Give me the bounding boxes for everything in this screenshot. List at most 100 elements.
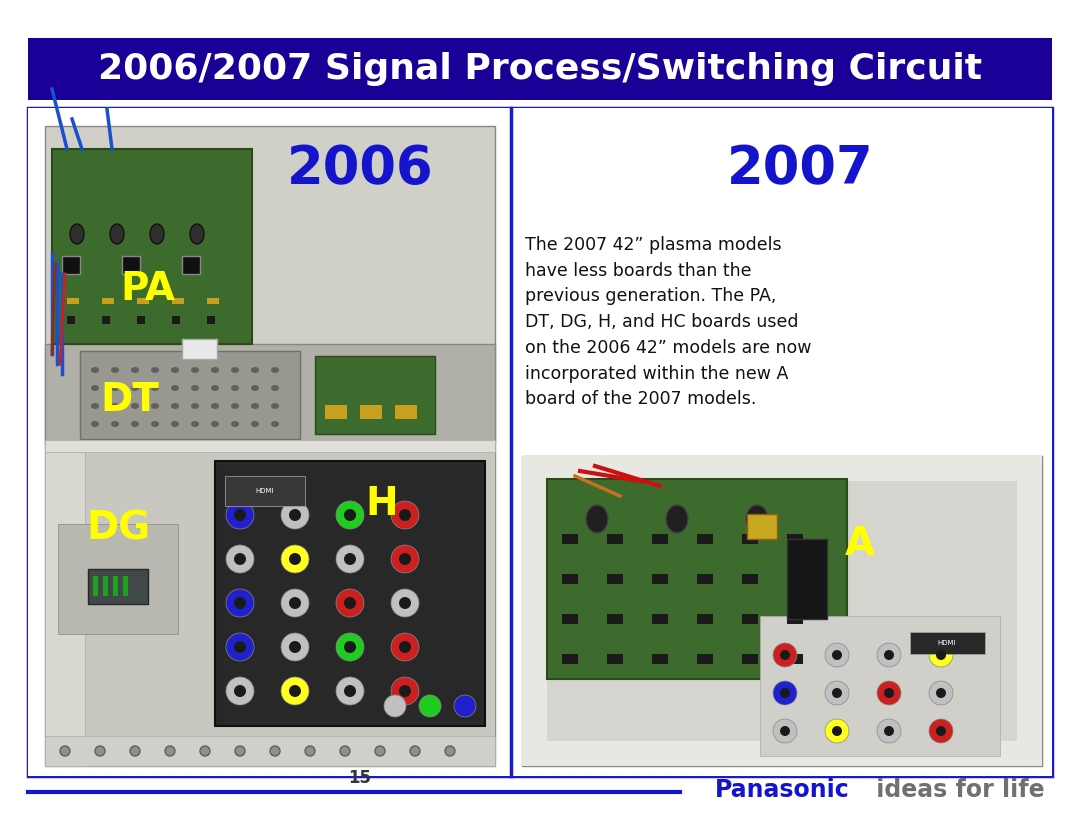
Bar — [45, 344, 495, 444]
Ellipse shape — [231, 367, 239, 373]
Ellipse shape — [191, 421, 199, 427]
Ellipse shape — [586, 505, 608, 533]
Bar — [102, 316, 110, 324]
Bar — [747, 514, 777, 539]
Ellipse shape — [95, 746, 105, 756]
Bar — [102, 298, 114, 304]
Ellipse shape — [391, 677, 419, 705]
Ellipse shape — [384, 695, 406, 717]
Ellipse shape — [150, 224, 164, 244]
Bar — [28, 108, 511, 776]
Ellipse shape — [131, 367, 139, 373]
Ellipse shape — [251, 367, 259, 373]
Ellipse shape — [271, 367, 279, 373]
Ellipse shape — [780, 650, 789, 660]
Ellipse shape — [885, 650, 894, 660]
Text: DG: DG — [86, 510, 150, 548]
Ellipse shape — [281, 545, 309, 573]
Ellipse shape — [336, 589, 364, 617]
Bar — [325, 405, 347, 419]
Ellipse shape — [289, 597, 301, 609]
Ellipse shape — [226, 633, 254, 661]
Ellipse shape — [399, 553, 411, 565]
Bar — [225, 476, 305, 506]
Bar — [207, 316, 215, 324]
Text: Panasonic: Panasonic — [715, 778, 850, 802]
Bar — [697, 534, 713, 544]
Bar — [395, 405, 417, 419]
Bar — [62, 256, 80, 274]
Ellipse shape — [340, 746, 350, 756]
Ellipse shape — [885, 726, 894, 736]
Bar — [172, 316, 180, 324]
Bar — [183, 256, 200, 274]
Ellipse shape — [885, 688, 894, 698]
Bar — [787, 539, 827, 619]
Ellipse shape — [936, 688, 946, 698]
Bar — [58, 524, 178, 634]
Ellipse shape — [226, 501, 254, 529]
Ellipse shape — [336, 677, 364, 705]
Bar — [87, 569, 148, 604]
Ellipse shape — [211, 367, 219, 373]
Bar — [652, 614, 669, 624]
Bar — [787, 614, 804, 624]
Bar — [652, 654, 669, 664]
Ellipse shape — [454, 695, 476, 717]
Bar — [511, 108, 1052, 776]
Ellipse shape — [289, 685, 301, 697]
Ellipse shape — [200, 746, 210, 756]
Ellipse shape — [825, 719, 849, 743]
Ellipse shape — [281, 633, 309, 661]
Bar — [546, 479, 847, 679]
Ellipse shape — [391, 545, 419, 573]
Bar — [67, 316, 75, 324]
Ellipse shape — [391, 589, 419, 617]
Ellipse shape — [336, 633, 364, 661]
Ellipse shape — [832, 726, 842, 736]
Bar — [522, 456, 1042, 481]
Ellipse shape — [110, 224, 124, 244]
Bar — [910, 632, 985, 654]
Ellipse shape — [235, 746, 245, 756]
Ellipse shape — [877, 643, 901, 667]
Ellipse shape — [251, 403, 259, 409]
Bar — [787, 534, 804, 544]
Bar — [742, 614, 758, 624]
Ellipse shape — [271, 421, 279, 427]
Bar — [562, 614, 578, 624]
Bar — [607, 574, 623, 584]
Ellipse shape — [171, 403, 179, 409]
Ellipse shape — [399, 509, 411, 521]
Text: 2006/2007 Signal Process/Switching Circuit: 2006/2007 Signal Process/Switching Circu… — [98, 52, 982, 86]
Ellipse shape — [151, 385, 159, 391]
Bar — [607, 614, 623, 624]
Bar — [183, 339, 217, 359]
Ellipse shape — [780, 726, 789, 736]
Ellipse shape — [226, 677, 254, 705]
Ellipse shape — [929, 719, 953, 743]
Text: A: A — [845, 525, 875, 563]
Bar — [787, 574, 804, 584]
Text: 2006: 2006 — [286, 143, 433, 195]
Ellipse shape — [151, 367, 159, 373]
Bar — [697, 654, 713, 664]
Ellipse shape — [234, 641, 246, 653]
Ellipse shape — [211, 403, 219, 409]
Ellipse shape — [171, 385, 179, 391]
Text: 15: 15 — [349, 769, 372, 787]
Ellipse shape — [151, 403, 159, 409]
Ellipse shape — [825, 681, 849, 705]
Ellipse shape — [226, 545, 254, 573]
Bar — [742, 534, 758, 544]
Ellipse shape — [289, 641, 301, 653]
Ellipse shape — [773, 681, 797, 705]
Ellipse shape — [399, 597, 411, 609]
Ellipse shape — [345, 597, 356, 609]
Ellipse shape — [270, 746, 280, 756]
Bar — [562, 654, 578, 664]
Ellipse shape — [877, 719, 901, 743]
Bar — [562, 574, 578, 584]
Bar — [113, 576, 118, 596]
Ellipse shape — [70, 224, 84, 244]
